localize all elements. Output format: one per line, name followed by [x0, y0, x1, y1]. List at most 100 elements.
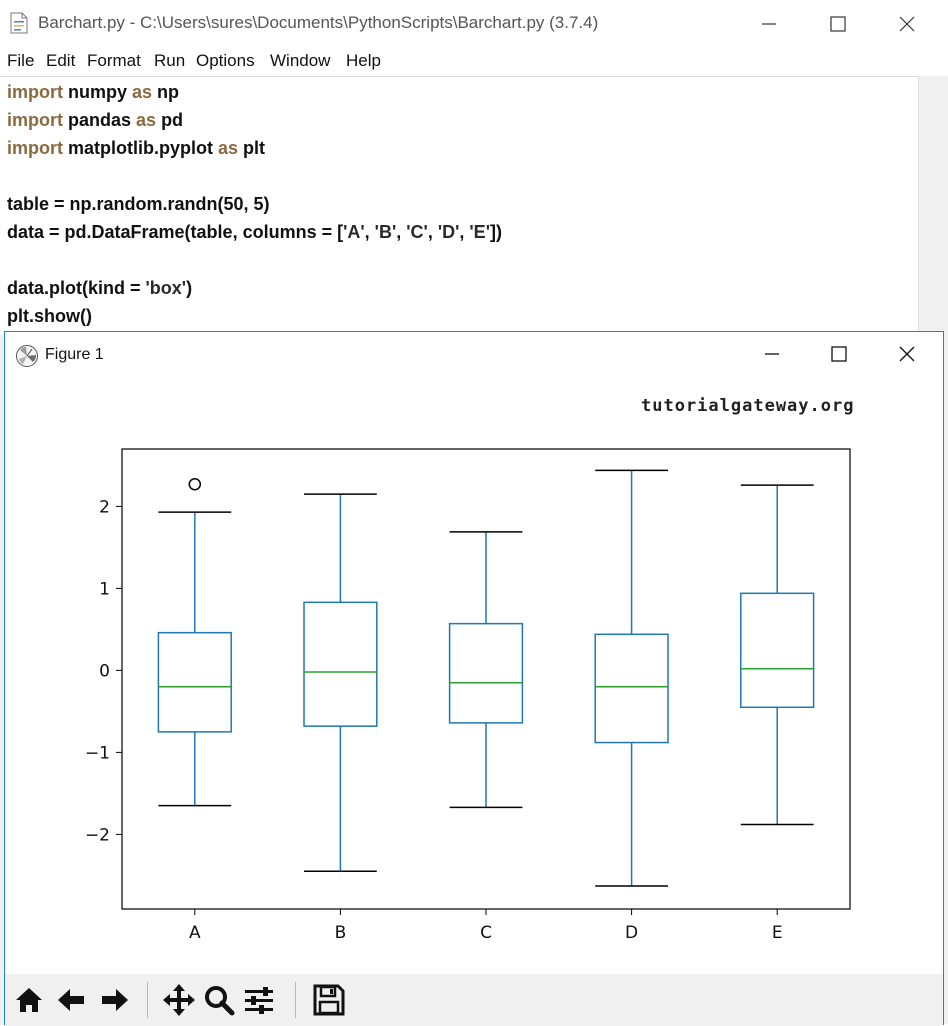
close-icon [899, 16, 915, 32]
code-text: data = pd.DataFrame(table, columns = [ [7, 222, 344, 242]
menu-options[interactable]: Options [196, 51, 255, 70]
menu-file[interactable]: File [7, 51, 35, 70]
maximize-icon [830, 16, 846, 32]
figure-minimize-button[interactable] [751, 338, 791, 370]
code-text: , [427, 222, 438, 242]
editor-menubar: File Edit Format Run Options Window Help [0, 48, 948, 76]
code-text: ]) [489, 222, 502, 242]
code-line: data = pd.DataFrame(table, columns = ['A… [7, 222, 502, 243]
code-string: 'C' [406, 222, 428, 242]
close-icon [899, 346, 915, 362]
code-keyword: import [7, 138, 63, 158]
code-keyword: import [7, 82, 63, 102]
code-line: import pandas as pd [7, 110, 183, 131]
code-text: ) [186, 278, 193, 298]
editor-scrollbar[interactable] [918, 76, 948, 334]
code-text: plt [238, 138, 266, 158]
editor-maximize-button[interactable] [818, 8, 858, 40]
code-text: plt.show() [7, 306, 92, 326]
editor-minimize-button[interactable] [748, 8, 788, 40]
python-file-icon [10, 12, 28, 34]
code-keyword: as [218, 138, 239, 158]
y-tick-label: 0 [99, 661, 110, 681]
code-text: np [152, 82, 180, 102]
menu-format[interactable]: Format [87, 51, 141, 70]
box-c [448, 622, 524, 724]
x-tick-label: B [335, 923, 347, 943]
menu-window[interactable]: Window [270, 51, 331, 70]
code-text: numpy [63, 82, 133, 102]
menu-help[interactable]: Help [346, 51, 381, 70]
back-button[interactable] [53, 982, 89, 1018]
code-line: import numpy as np [7, 82, 179, 103]
figure-window: Figure 1 tutorialgateway.org −2 −1 0 1 2 A B C D… [4, 331, 944, 1026]
figure-toolbar [5, 974, 943, 1026]
box-d [594, 633, 669, 744]
toolbar-separator [147, 982, 148, 1018]
box-a [157, 631, 232, 733]
code-string: 'box' [145, 278, 187, 298]
forward-button[interactable] [97, 982, 133, 1018]
code-text: pd [156, 110, 184, 130]
y-tick-label: 2 [99, 497, 110, 517]
code-line: plt.show() [7, 306, 92, 327]
code-text: , [364, 222, 375, 242]
figure-maximize-button[interactable] [819, 338, 859, 370]
figure-title: Figure 1 [45, 346, 104, 363]
zoom-icon [205, 986, 235, 1016]
code-string: 'A' [343, 222, 365, 242]
code-editor[interactable]: import numpy as np import pandas as pd i… [0, 76, 918, 335]
pan-icon [163, 984, 195, 1016]
code-text: matplotlib.pyplot [63, 138, 218, 158]
pan-button[interactable] [161, 982, 197, 1018]
forward-arrow-icon [102, 989, 128, 1011]
editor-titlebar[interactable]: Barchart.py - C:\Users\sures\Documents\P… [0, 0, 948, 48]
x-tick-label: D [625, 923, 638, 943]
code-string: 'D' [437, 222, 460, 242]
code-string: 'B' [374, 222, 397, 242]
code-line: import matplotlib.pyplot as plt [7, 138, 265, 159]
editor-title: Barchart.py - C:\Users\sures\Documents\P… [38, 13, 599, 32]
menu-run[interactable]: Run [154, 51, 186, 70]
watermark: tutorialgateway.org [641, 396, 855, 416]
code-text: pandas [63, 110, 137, 130]
minimize-icon [765, 353, 779, 355]
save-icon [313, 984, 345, 1016]
figure-canvas[interactable]: tutorialgateway.org −2 −1 0 1 2 A B C D E [5, 376, 943, 974]
toolbar-separator [295, 982, 296, 1018]
x-tick-label: A [189, 923, 201, 943]
maximize-icon [831, 346, 847, 362]
configure-subplots-icon [245, 987, 273, 1014]
save-button[interactable] [311, 982, 347, 1018]
figure-close-button[interactable] [887, 338, 927, 370]
y-tick-label: −1 [85, 743, 110, 763]
code-keyword: as [136, 110, 157, 130]
matplotlib-icon [16, 345, 38, 367]
box-e [740, 592, 815, 709]
x-tick-label: E [772, 923, 783, 943]
code-keyword: import [7, 110, 63, 130]
home-button[interactable] [11, 982, 47, 1018]
configure-subplots-button[interactable] [241, 982, 277, 1018]
back-arrow-icon [58, 989, 84, 1011]
box-b [303, 601, 378, 727]
x-tick-label: C [480, 923, 492, 943]
code-text: table = np.random.randn(50, 5) [7, 194, 270, 214]
code-text: , [459, 222, 470, 242]
outlier-point [188, 478, 202, 491]
code-text: , [396, 222, 407, 242]
code-line: table = np.random.randn(50, 5) [7, 194, 270, 215]
home-icon [16, 988, 42, 1012]
y-tick-label: 1 [99, 579, 110, 599]
code-string: 'E' [469, 222, 490, 242]
figure-titlebar[interactable]: Figure 1 [5, 332, 943, 376]
axes-frame [121, 448, 851, 910]
y-tick-label: −2 [85, 825, 110, 845]
editor-close-button[interactable] [887, 8, 927, 40]
menu-edit[interactable]: Edit [46, 51, 76, 70]
box-plot-chart: −2 −1 0 1 2 A B C D E [85, 448, 851, 943]
zoom-button[interactable] [201, 982, 237, 1018]
code-line: data.plot(kind = 'box') [7, 278, 192, 299]
code-text: data.plot(kind = [7, 278, 146, 298]
code-keyword: as [132, 82, 153, 102]
